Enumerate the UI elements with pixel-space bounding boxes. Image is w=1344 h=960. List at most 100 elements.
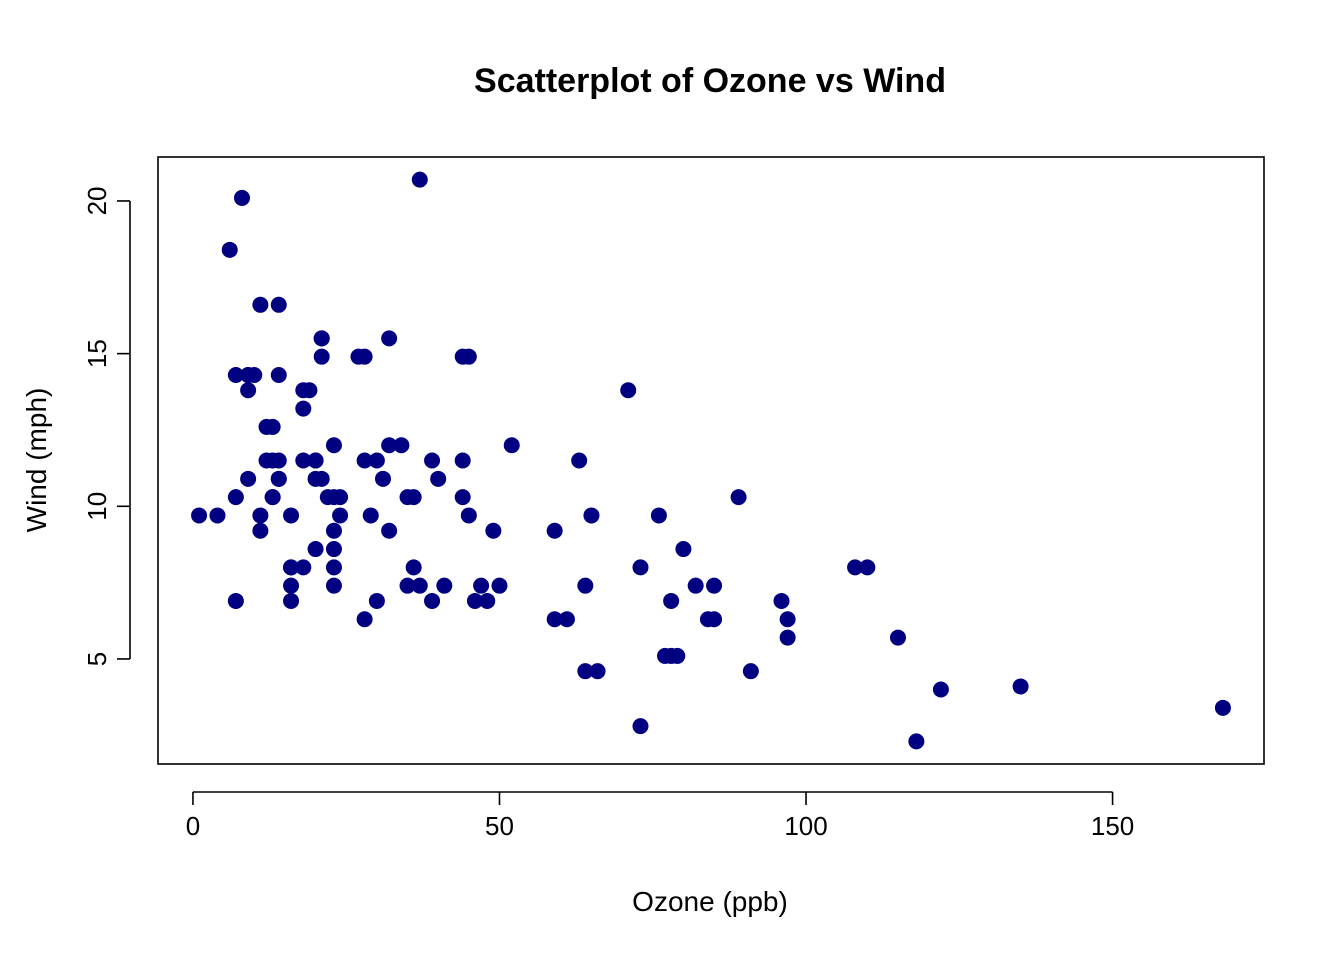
data-point: [405, 559, 422, 576]
data-point: [577, 577, 594, 594]
data-point: [571, 452, 588, 469]
data-point: [485, 522, 502, 539]
data-point: [454, 489, 471, 506]
data-point: [393, 437, 410, 454]
x-tick-label: 100: [784, 811, 827, 841]
data-point: [283, 592, 300, 609]
data-point: [479, 592, 496, 609]
data-point: [1214, 699, 1231, 716]
data-point: [742, 663, 759, 680]
data-point: [1012, 678, 1029, 695]
data-point: [325, 541, 342, 558]
y-tick-label: 5: [82, 652, 112, 666]
data-point: [779, 611, 796, 628]
data-point: [847, 559, 864, 576]
data-point: [264, 489, 281, 506]
data-point: [663, 592, 680, 609]
data-point: [307, 452, 324, 469]
data-point: [209, 507, 226, 524]
data-point: [381, 522, 398, 539]
data-point: [368, 592, 385, 609]
data-points: [191, 171, 1231, 750]
x-tick-label: 150: [1091, 811, 1134, 841]
data-point: [270, 296, 287, 313]
data-point: [381, 437, 398, 454]
data-point: [706, 577, 723, 594]
data-point: [295, 400, 312, 417]
data-point: [583, 507, 600, 524]
data-point: [381, 330, 398, 347]
y-axis-label: Wind (mph): [21, 388, 52, 533]
data-point: [252, 522, 269, 539]
data-point: [546, 611, 563, 628]
data-point: [859, 559, 876, 576]
data-point: [240, 367, 257, 384]
data-point: [779, 629, 796, 646]
data-point: [430, 470, 447, 487]
x-tick-label: 0: [186, 811, 200, 841]
data-point: [411, 171, 428, 188]
x-tick-label: 50: [485, 811, 514, 841]
data-point: [240, 382, 257, 399]
data-point: [221, 241, 238, 258]
data-point: [356, 452, 373, 469]
data-point: [227, 592, 244, 609]
data-point: [307, 541, 324, 558]
data-point: [663, 647, 680, 664]
data-point: [399, 577, 416, 594]
plot-frame: [157, 156, 1265, 765]
data-point: [454, 348, 471, 365]
data-point: [295, 382, 312, 399]
data-point: [325, 522, 342, 539]
data-point: [424, 452, 441, 469]
data-point: [675, 541, 692, 558]
data-point: [295, 452, 312, 469]
data-point: [350, 348, 367, 365]
data-point: [368, 452, 385, 469]
data-point: [356, 611, 373, 628]
data-point: [264, 452, 281, 469]
data-point: [270, 470, 287, 487]
data-point: [264, 418, 281, 435]
data-point: [503, 437, 520, 454]
data-point: [650, 507, 667, 524]
data-point: [889, 629, 906, 646]
data-point: [405, 489, 422, 506]
data-point: [632, 718, 649, 735]
y-tick-label: 15: [82, 339, 112, 368]
data-point: [730, 489, 747, 506]
data-point: [932, 681, 949, 698]
data-point: [375, 470, 392, 487]
data-point: [283, 577, 300, 594]
data-point: [491, 577, 508, 594]
data-point: [227, 367, 244, 384]
data-point: [252, 296, 269, 313]
y-tick-label: 20: [82, 187, 112, 216]
data-point: [313, 470, 330, 487]
data-point: [191, 507, 208, 524]
data-point: [233, 189, 250, 206]
data-point: [454, 452, 471, 469]
data-point: [632, 559, 649, 576]
data-point: [332, 507, 349, 524]
data-point: [283, 507, 300, 524]
data-point: [313, 348, 330, 365]
data-point: [295, 559, 312, 576]
data-point: [620, 382, 637, 399]
data-point: [908, 733, 925, 750]
data-point: [325, 577, 342, 594]
data-point: [362, 507, 379, 524]
data-point: [706, 611, 723, 628]
data-point: [270, 367, 287, 384]
data-point: [411, 577, 428, 594]
y-tick-label: 10: [82, 492, 112, 521]
data-point: [546, 522, 563, 539]
data-point: [577, 663, 594, 680]
data-point: [325, 559, 342, 576]
data-point: [283, 559, 300, 576]
data-point: [252, 507, 269, 524]
data-point: [227, 489, 244, 506]
data-point: [325, 437, 342, 454]
data-point: [313, 330, 330, 347]
x-axis-label: Ozone (ppb): [632, 886, 788, 917]
